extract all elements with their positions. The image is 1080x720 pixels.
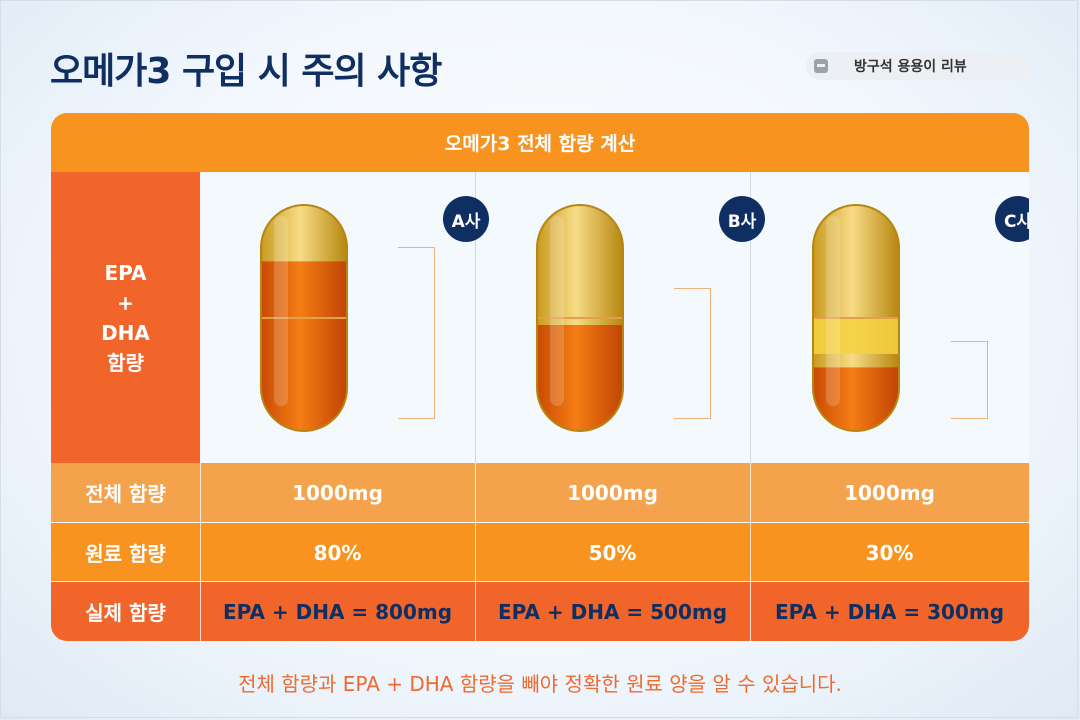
table-cell: EPA + DHA = 300mg <box>774 599 1005 624</box>
table-cell: 30% <box>865 540 914 565</box>
label-line: 함량 <box>107 350 144 375</box>
capsule-a-icon <box>260 204 348 432</box>
bracket-c <box>951 341 988 419</box>
capsule-b-icon <box>536 204 624 432</box>
label-line: EPA <box>104 260 147 285</box>
column-divider <box>750 172 751 463</box>
label-line: DHA <box>101 320 150 345</box>
company-c-badge: C사 <box>995 196 1029 242</box>
table-cell: 1000mg <box>567 480 658 505</box>
comparison-table: 오메가3 전체 함량 계산 EPA + DHA 함량 <box>51 113 1029 641</box>
table-cell: 1000mg <box>292 480 383 505</box>
epa-dha-label: EPA + DHA 함량 <box>51 172 200 463</box>
table-cell: 80% <box>313 540 362 565</box>
table-row-actual: 실제 함량 EPA + DHA = 800mg EPA + DHA = 500m… <box>51 582 1029 641</box>
table-cell: EPA + DHA = 800mg <box>222 599 453 624</box>
column-divider <box>475 172 476 463</box>
row-label: 원료 함량 <box>85 542 166 566</box>
bracket-b <box>674 288 711 419</box>
table-cell: 50% <box>588 540 637 565</box>
table-cell: 1000mg <box>844 480 935 505</box>
source-badge-label: 방구석 용용이 리뷰 <box>854 59 967 75</box>
bracket-a <box>398 247 435 419</box>
row-label: 전체 함량 <box>85 482 166 506</box>
label-line: + <box>117 290 134 315</box>
table-header: 오메가3 전체 함량 계산 <box>51 113 1029 172</box>
capsule-illustration-area: A사 800mg B사 500mg <box>200 172 1029 504</box>
page-title: 오메가3 구입 시 주의 사항 <box>50 51 442 92</box>
company-a-badge: A사 <box>443 196 489 242</box>
footnote: 전체 함량과 EPA + DHA 함량을 빼야 정확한 원료 양을 알 수 있습… <box>238 672 842 696</box>
logo-icon <box>814 59 828 73</box>
table-row-total: 전체 함량 1000mg 1000mg 1000mg <box>51 463 1029 522</box>
company-b-badge: B사 <box>719 196 765 242</box>
table-row-raw: 원료 함량 80% 50% 30% <box>51 523 1029 582</box>
capsule-c-icon <box>812 204 900 432</box>
source-badge: 방구석 용용이 리뷰 <box>806 52 1030 80</box>
table-cell: EPA + DHA = 500mg <box>497 599 728 624</box>
row-label: 실제 함량 <box>85 601 166 625</box>
